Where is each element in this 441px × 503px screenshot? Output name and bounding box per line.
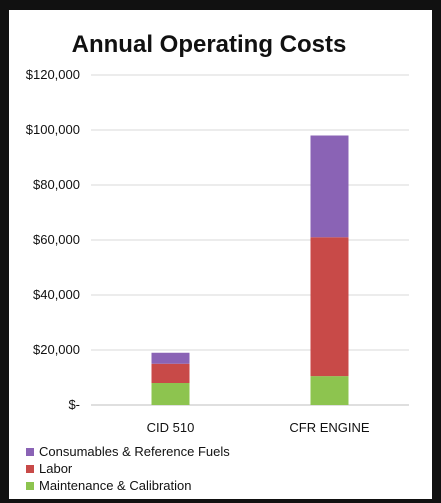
y-tick-label: $100,000 [26, 122, 80, 137]
bar-segment [151, 383, 190, 405]
bar-segment [151, 363, 190, 383]
legend-label: Consumables & Reference Fuels [39, 444, 230, 459]
x-axis-categories: CID 510 CFR ENGINE [147, 420, 370, 435]
x-category-label: CID 510 [147, 420, 195, 435]
grid-layer [91, 74, 409, 406]
y-tick-label: $20,000 [33, 342, 80, 357]
y-axis-ticks: $- $20,000 $40,000 $60,000 $80,000 $100,000 $1… [26, 67, 80, 412]
chart-frame: Annual Operating Costs $- $20,000 $40,000 $… [9, 10, 432, 499]
legend-label: Maintenance & Calibration [39, 478, 191, 493]
y-tick-label: $80,000 [33, 177, 80, 192]
legend-swatch [26, 448, 34, 456]
y-tick-label: $- [68, 397, 80, 412]
bar-segment [310, 135, 349, 238]
bar-segment [310, 237, 349, 377]
legend-swatch [26, 482, 34, 490]
legend-label: Labor [39, 461, 73, 476]
legend: Consumables & Reference Fuels Labor Mainte… [26, 444, 230, 493]
annual-operating-costs-chart: Annual Operating Costs $-$20,000$40,000$… [26, 31, 409, 493]
chart-title: Annual Operating Costs [72, 31, 347, 58]
x-category-label: CFR ENGINE [289, 420, 370, 435]
bar-segment [310, 376, 349, 405]
y-tick-label: $120,000 [26, 67, 80, 82]
y-tick-label: $60,000 [33, 232, 80, 247]
bars [151, 135, 349, 405]
bar-segment [151, 352, 190, 364]
legend-swatch [26, 465, 34, 473]
y-tick-label: $40,000 [33, 287, 80, 302]
